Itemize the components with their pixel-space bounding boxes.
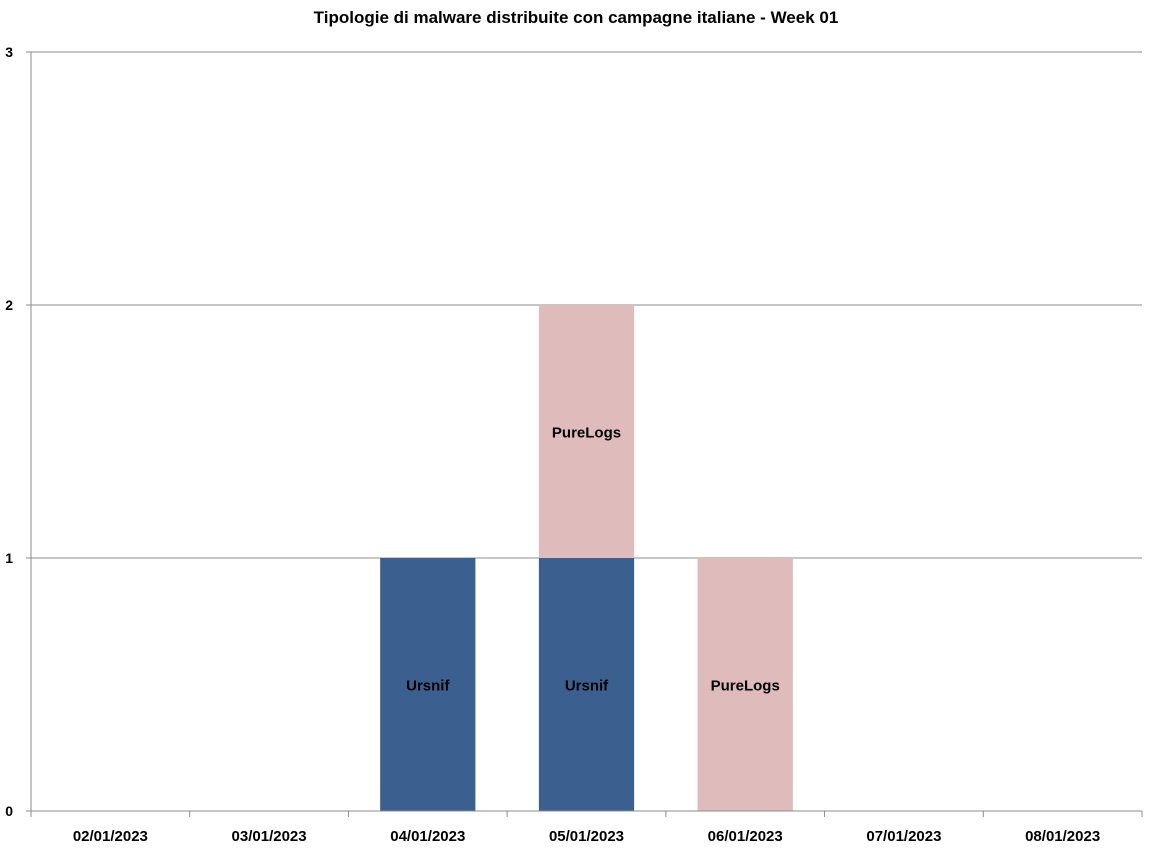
bar-label: PureLogs xyxy=(552,425,621,442)
y-tick-label: 3 xyxy=(5,44,13,60)
bar-label: Ursnif xyxy=(406,678,450,695)
chart-title: Tipologie di malware distribuite con cam… xyxy=(313,8,839,27)
y-tick-label: 2 xyxy=(5,297,13,313)
bar-purelogs xyxy=(697,558,793,811)
bar-label: PureLogs xyxy=(711,678,780,695)
x-tick-labels: 02/01/2023 03/01/2023 04/01/2023 05/01/2023… xyxy=(73,828,1100,845)
x-tick-label: 04/01/2023 xyxy=(390,828,465,845)
x-tick-label: 03/01/2023 xyxy=(232,828,307,845)
bar-ursnif xyxy=(380,558,476,811)
y-tick-label: 1 xyxy=(5,550,13,566)
x-tick-label: 02/01/2023 xyxy=(73,828,148,845)
bar-label: Ursnif xyxy=(565,678,609,695)
y-tick-label: 0 xyxy=(5,803,13,819)
bar-labels: Ursnif Ursnif PureLogs PureLogs xyxy=(406,425,780,695)
bars xyxy=(380,305,793,811)
bar-purelogs xyxy=(538,305,635,558)
x-tick-label: 08/01/2023 xyxy=(1025,828,1100,845)
x-tick-label: 07/01/2023 xyxy=(866,828,941,845)
x-tick-label: 06/01/2023 xyxy=(708,828,783,845)
x-tick-label: 05/01/2023 xyxy=(549,828,624,845)
bar-ursnif xyxy=(538,558,635,811)
axes xyxy=(26,51,1143,817)
y-tick-labels: 0 1 2 3 xyxy=(5,44,13,819)
